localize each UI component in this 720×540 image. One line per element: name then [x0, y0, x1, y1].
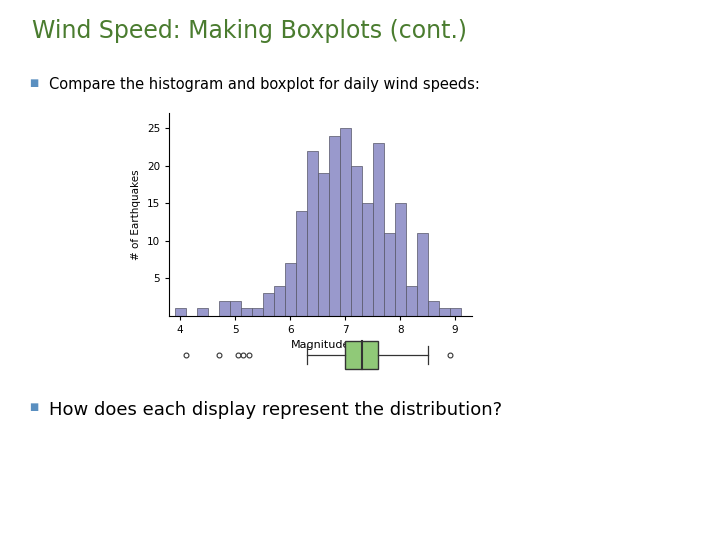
Bar [197, 308, 207, 316]
Bar [284, 264, 296, 316]
Text: ■: ■ [29, 78, 38, 89]
Bar [361, 204, 373, 316]
Bar [274, 286, 284, 316]
Bar [449, 308, 461, 316]
Bar [263, 293, 274, 316]
Bar [428, 301, 438, 316]
Text: Chapter 3, Slide 38: Chapter 3, Slide 38 [622, 517, 709, 526]
Bar [307, 151, 318, 316]
Text: ALWAYS LEARNING: ALWAYS LEARNING [11, 517, 106, 526]
Bar [240, 308, 252, 316]
Bar [373, 144, 384, 316]
Bar [417, 233, 428, 316]
Text: PEARSON: PEARSON [547, 515, 618, 528]
Bar [395, 204, 405, 316]
Bar [318, 173, 328, 316]
Bar [384, 233, 395, 316]
Text: Copyright © 2015, 2010, 2007 Pearson Education, Inc.: Copyright © 2015, 2010, 2007 Pearson Edu… [302, 517, 550, 526]
Text: Wind Speed: Making Boxplots (cont.): Wind Speed: Making Boxplots (cont.) [32, 19, 467, 43]
Text: How does each display represent the distribution?: How does each display represent the dist… [49, 401, 502, 418]
Bar [175, 308, 186, 316]
Y-axis label: # of Earthquakes: # of Earthquakes [131, 170, 141, 260]
Bar [230, 301, 240, 316]
Text: Compare the histogram and boxplot for daily wind speeds:: Compare the histogram and boxplot for da… [49, 77, 480, 92]
Text: ■: ■ [29, 402, 38, 413]
Bar [340, 129, 351, 316]
Bar [296, 211, 307, 316]
Bar [219, 301, 230, 316]
Bar [351, 166, 361, 316]
Bar [328, 136, 340, 316]
Bar [438, 308, 449, 316]
Bar [252, 308, 263, 316]
X-axis label: Magnitude: Magnitude [291, 341, 350, 350]
Bar [405, 286, 417, 316]
Bar [345, 341, 378, 369]
